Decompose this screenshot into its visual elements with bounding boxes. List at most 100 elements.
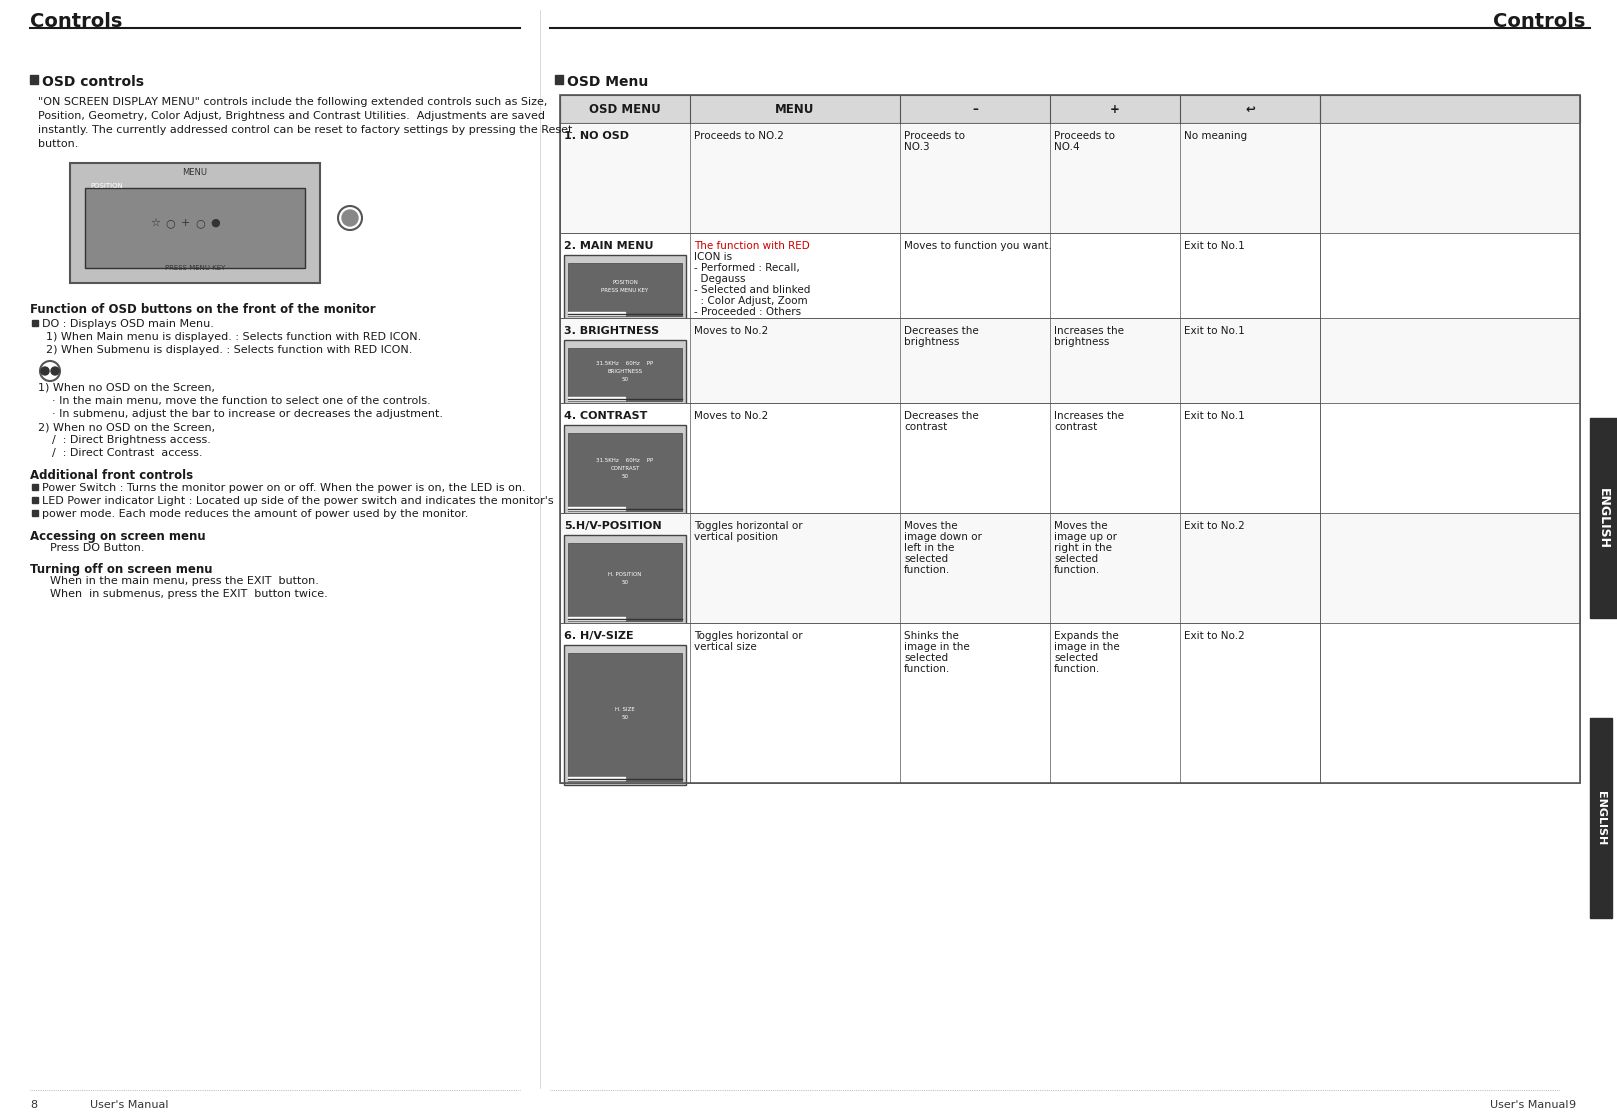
Text: 3. BRIGHTNESS: 3. BRIGHTNESS [564,326,660,337]
Text: function.: function. [1054,565,1100,575]
Text: 5.H/V-POSITION: 5.H/V-POSITION [564,521,661,531]
Text: · In submenu, adjust the bar to increase or decreases the adjustment.: · In submenu, adjust the bar to increase… [39,409,443,419]
Text: 31.5KHz    60Hz    PP: 31.5KHz 60Hz PP [597,361,653,366]
Text: +: + [181,218,189,228]
Bar [568,312,626,315]
Text: Toggles horizontal or: Toggles horizontal or [694,521,802,531]
Text: Accessing on screen menu: Accessing on screen menu [31,530,205,543]
Text: Exit to No.1: Exit to No.1 [1184,241,1245,252]
Bar [568,433,682,511]
Text: User's Manual: User's Manual [91,1100,168,1110]
Text: OSD MENU: OSD MENU [589,103,661,116]
Circle shape [343,210,357,226]
Text: button.: button. [39,139,78,149]
Text: image up or: image up or [1054,532,1117,542]
Text: +: + [1109,103,1121,116]
Text: PRESS MENU KEY: PRESS MENU KEY [165,265,225,271]
Text: : Color Adjust, Zoom: : Color Adjust, Zoom [694,296,807,306]
Text: Power Switch : Turns the monitor power on or off. When the power is on, the LED : Power Switch : Turns the monitor power o… [42,483,526,493]
Bar [564,425,686,515]
Text: Proceeds to: Proceeds to [904,131,965,141]
Text: The function with RED: The function with RED [694,241,810,252]
Bar [1590,718,1612,918]
Bar [568,348,682,401]
Text: PRESS MENU KEY: PRESS MENU KEY [602,288,648,293]
Text: right in the: right in the [1054,543,1112,553]
Text: /  : Direct Brightness access.: / : Direct Brightness access. [39,435,210,445]
Text: 2) When Submenu is displayed. : Selects function with RED ICON.: 2) When Submenu is displayed. : Selects … [45,345,412,356]
Text: Position, Geometry, Color Adjust, Brightness and Contrast Utilities.  Adjustment: Position, Geometry, Color Adjust, Bright… [39,111,545,121]
Text: Degauss: Degauss [694,274,745,284]
Bar [32,498,39,503]
Text: 2. MAIN MENU: 2. MAIN MENU [564,241,653,252]
Text: selected: selected [1054,555,1098,563]
Text: "ON SCREEN DISPLAY MENU" controls include the following extended controls such a: "ON SCREEN DISPLAY MENU" controls includ… [39,97,548,107]
Text: –: – [972,103,978,116]
Text: Decreases the: Decreases the [904,411,978,421]
Text: Increases the: Increases the [1054,411,1124,421]
Text: ENGLISH: ENGLISH [1596,487,1609,549]
Bar [559,233,1580,318]
Text: MENU: MENU [775,103,815,116]
Text: image in the: image in the [904,642,970,652]
Text: Moves to function you want.: Moves to function you want. [904,241,1051,252]
Bar [568,653,682,781]
Text: ○: ○ [196,218,205,228]
Bar [559,513,1580,623]
Text: Exit to No.2: Exit to No.2 [1184,631,1245,641]
Bar [86,188,306,268]
Bar [568,506,626,510]
Text: Toggles horizontal or: Toggles horizontal or [694,631,802,641]
Text: User's Manual: User's Manual [1489,1100,1568,1110]
Bar [70,163,320,283]
Text: 50: 50 [621,377,629,382]
Text: - Proceeded : Others: - Proceeded : Others [694,307,800,318]
Text: function.: function. [1054,664,1100,674]
Text: OSD controls: OSD controls [42,75,144,89]
Text: When in the main menu, press the EXIT  button.: When in the main menu, press the EXIT bu… [50,576,319,586]
Text: 9: 9 [1568,1100,1575,1110]
Text: 50: 50 [621,474,629,479]
Text: MENU: MENU [183,168,207,177]
Text: Turning off on screen menu: Turning off on screen menu [31,563,212,576]
Text: ○: ○ [165,218,175,228]
Text: H. SIZE: H. SIZE [614,707,635,712]
Circle shape [52,367,58,375]
Text: vertical position: vertical position [694,532,778,542]
Bar [555,75,563,84]
Bar [559,95,1580,783]
Bar [564,536,686,625]
Text: contrast: contrast [904,421,948,432]
Bar [568,263,682,316]
Bar [568,397,626,400]
Bar [564,340,686,405]
Bar [1590,418,1617,618]
Bar [31,75,39,84]
Text: - Performed : Recall,: - Performed : Recall, [694,263,800,273]
Text: brightness: brightness [904,337,959,347]
Text: Moves to No.2: Moves to No.2 [694,411,768,421]
Text: 2) When no OSD on the Screen,: 2) When no OSD on the Screen, [39,421,215,432]
Text: OSD Menu: OSD Menu [568,75,648,89]
Text: POSITION: POSITION [91,183,123,189]
Text: brightness: brightness [1054,337,1109,347]
Text: Expands the: Expands the [1054,631,1119,641]
Bar [568,617,626,620]
Bar [568,543,682,620]
Text: Proceeds to NO.2: Proceeds to NO.2 [694,131,784,141]
Bar [559,623,1580,783]
Text: 4. CONTRAST: 4. CONTRAST [564,411,647,421]
Bar [32,510,39,517]
Circle shape [40,367,49,375]
Text: No meaning: No meaning [1184,131,1247,141]
Text: 50: 50 [621,580,629,585]
Bar [559,402,1580,513]
Text: NO.4: NO.4 [1054,142,1080,152]
Text: 8: 8 [31,1100,37,1110]
Text: 1. NO OSD: 1. NO OSD [564,131,629,141]
Text: image down or: image down or [904,532,982,542]
Text: NO.3: NO.3 [904,142,930,152]
Text: selected: selected [904,555,948,563]
Text: 1) When no OSD on the Screen,: 1) When no OSD on the Screen, [39,383,215,394]
Text: DO : Displays OSD main Menu.: DO : Displays OSD main Menu. [42,319,213,329]
